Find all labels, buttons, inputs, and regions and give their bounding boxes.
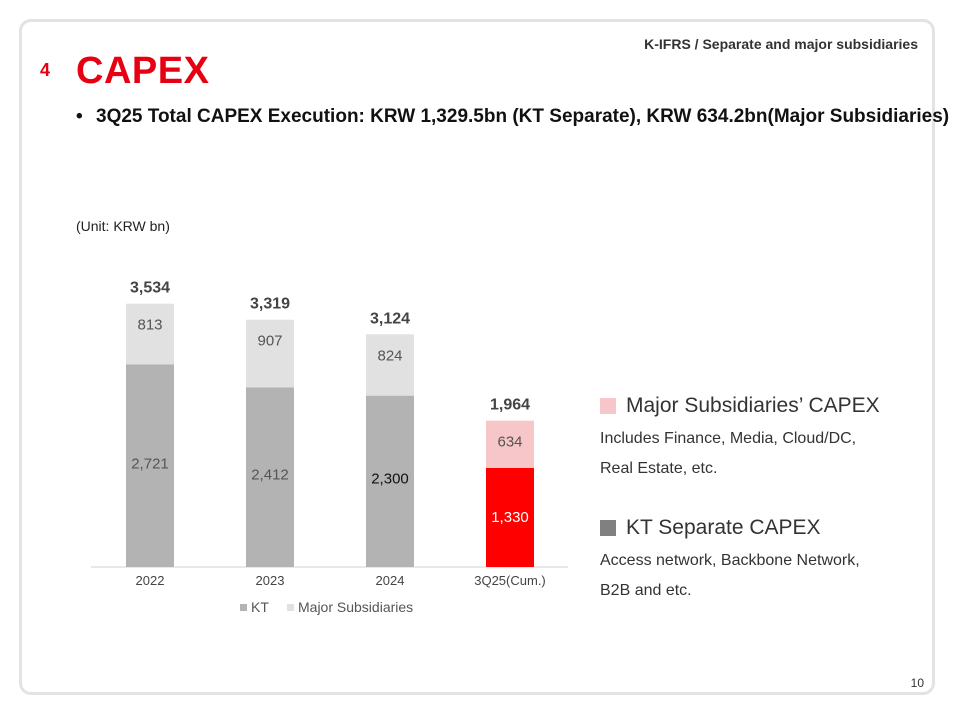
legend-kt-label: KT — [251, 599, 269, 615]
bar-subsidiaries — [366, 334, 414, 396]
total-label: 3,534 — [130, 280, 170, 297]
x-tick-label: 2022 — [136, 573, 165, 588]
bar-subsidiaries — [126, 303, 174, 365]
data-label-subsidiaries: 824 — [377, 347, 402, 364]
slide-frame — [19, 19, 935, 695]
legend-kt-desc-1: Access network, Backbone Network, — [600, 552, 860, 569]
bar-kt — [126, 364, 174, 567]
data-label-kt: 2,721 — [131, 455, 169, 472]
section-number: 4 — [40, 60, 51, 80]
data-label-subsidiaries: 634 — [497, 434, 522, 451]
data-label-kt: 2,300 — [371, 471, 409, 488]
bullet-icon: • — [76, 106, 83, 127]
total-label: 3,319 — [250, 296, 290, 313]
square-icon — [600, 520, 616, 536]
bar-subsidiaries — [246, 319, 294, 388]
total-label: 3,124 — [370, 310, 410, 327]
total-label: 1,964 — [490, 397, 530, 414]
unit-label: (Unit: KRW bn) — [76, 218, 170, 234]
legend-subsidiaries-desc-2: Real Estate, etc. — [600, 460, 718, 477]
bar-kt — [366, 395, 414, 567]
bar-kt — [246, 387, 294, 567]
legend-subsidiaries-title: Major Subsidiaries’ CAPEX — [626, 394, 880, 417]
legend-subsidiaries-desc-1: Includes Finance, Media, Cloud/DC, — [600, 430, 857, 447]
x-tick-label: 2024 — [376, 573, 405, 588]
summary-text: 3Q25 Total CAPEX Execution: KRW 1,329.5b… — [96, 106, 950, 127]
page-title: CAPEX — [76, 50, 210, 92]
x-tick-label: 3Q25(Cum.) — [474, 573, 546, 588]
summary-line: • 3Q25 Total CAPEX Execution: KRW 1,329.5… — [76, 106, 949, 128]
bar-kt — [486, 467, 534, 567]
legend-subsidiaries-label: Major Subsidiaries — [298, 599, 413, 615]
header-note: K-IFRS / Separate and major subsidiaries — [644, 36, 918, 52]
legend-subsidiaries-swatch — [287, 604, 294, 611]
legend-kt: KT Separate CAPEX Access network, Backbo… — [600, 516, 860, 606]
page-number: 10 — [910, 676, 924, 690]
data-label-kt: 1,330 — [491, 509, 529, 526]
square-icon — [600, 398, 616, 414]
data-label-kt: 2,412 — [251, 466, 289, 483]
legend-subsidiaries: Major Subsidiaries’ CAPEX Includes Finan… — [600, 394, 880, 484]
data-label-subsidiaries: 907 — [257, 333, 282, 350]
x-tick-label: 2023 — [256, 573, 285, 588]
data-label-subsidiaries: 813 — [137, 317, 162, 334]
legend-kt-title: KT Separate CAPEX — [626, 516, 821, 539]
legend-kt-desc-2: B2B and etc. — [600, 582, 692, 599]
legend-kt-swatch — [240, 604, 247, 611]
bar-subsidiaries — [486, 420, 534, 468]
